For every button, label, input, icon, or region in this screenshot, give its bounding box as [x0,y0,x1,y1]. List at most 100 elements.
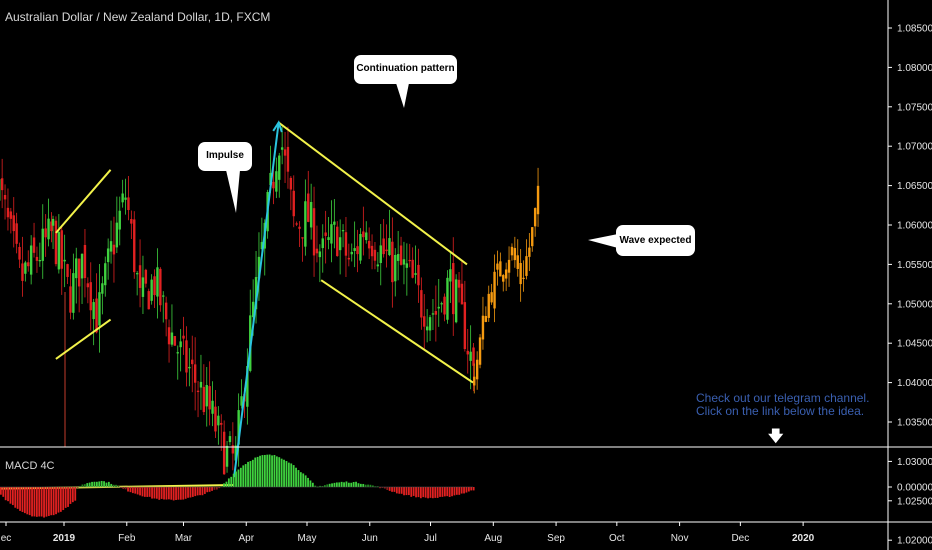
projection-candle [473,376,476,386]
macd-bar [98,481,101,487]
projection-candle [496,263,499,270]
macd-bar [434,487,437,498]
price-candle [75,258,78,279]
price-candle [51,218,55,226]
price-candle [283,149,287,156]
y-tick-label: 1.06500 [897,181,932,192]
macd-bar [189,487,192,498]
price-candle [391,241,394,283]
macd-bar [364,484,367,487]
price-candle [260,242,264,250]
price-candle [104,263,107,286]
macd-tick-label: 0.00000 [897,483,932,494]
macd-bar [239,467,242,487]
price-candle [214,406,217,432]
macd-bar [357,483,360,487]
macd-bar [381,487,384,488]
macd-bar [223,483,225,487]
macd-bar [417,487,420,498]
macd-bar [463,487,465,494]
macd-bar [453,487,456,496]
macd-bar [266,454,269,487]
price-candle [417,264,420,286]
macd-bar [331,483,333,487]
macd-bar [304,475,307,487]
price-candle [257,256,261,279]
price-candle [3,194,7,200]
macd-bar [465,487,468,493]
macd-bar [367,484,369,487]
macd-bar [472,487,475,491]
macd-bar [460,487,463,494]
macd-bar [148,487,151,497]
macd-bar [391,487,393,492]
price-candle [164,302,168,320]
continuation-pointer-icon [396,83,409,108]
macd-bar [263,454,266,487]
macd-bar [295,467,297,487]
price-candle [231,445,235,454]
price-candle [167,327,171,345]
continuation-pattern-callout: Continuation pattern [354,55,457,84]
macd-bar [88,482,91,487]
macd-bar [69,487,72,504]
macd-bar [271,455,273,487]
x-tick-label: Oct [609,533,625,544]
x-tick-label: Apr [238,533,254,544]
price-candle [176,352,179,354]
price-candle [144,269,148,284]
price-candle [318,251,322,258]
price-candle [228,436,232,443]
x-tick-label: May [298,533,317,544]
macd-bar [146,487,149,497]
macd-bar [57,487,60,513]
macd-bar [355,481,357,487]
price-candle [237,410,240,445]
macd-bar [177,487,180,500]
price-candle [286,146,290,172]
macd-bar [74,487,77,501]
macd-bar [191,487,194,497]
macd-bar [26,487,29,515]
macd-bar [323,485,326,487]
macd-bar [407,487,410,496]
price-candle [205,385,208,407]
macd-bar [395,487,398,494]
macd-bar [441,487,444,497]
projection-candle [490,292,493,303]
macd-bar [254,457,257,487]
y-tick-label: 1.03500 [897,418,932,429]
price-candle [443,296,446,315]
macd-bar [59,487,62,512]
price-candle [423,316,426,327]
price-candle [89,282,92,311]
macd-bar [201,487,204,496]
macd-bar [62,487,65,511]
price-candle [446,277,449,320]
macd-bar [307,477,309,487]
macd-bar [35,487,38,517]
price-candle [312,208,316,256]
macd-bar [470,487,473,491]
price-candle [272,181,275,189]
macd-bar [299,472,302,487]
price-candle [188,366,191,369]
price-candle [202,386,206,413]
price-candle [399,245,403,265]
price-candle [365,232,368,241]
macd-bar [311,482,314,487]
macd-bar [47,487,50,516]
macd-bar [67,487,69,507]
macd-bar [141,487,144,497]
macd-bar [50,487,53,516]
macd-bar [379,487,381,489]
macd-bar [419,487,422,499]
price-candle [127,197,130,211]
macd-bar [127,487,129,492]
price-candle [66,264,69,277]
price-candle [211,400,214,414]
macd-bar [4,487,7,501]
macd-bar [76,487,79,488]
projection-candle [531,227,534,247]
